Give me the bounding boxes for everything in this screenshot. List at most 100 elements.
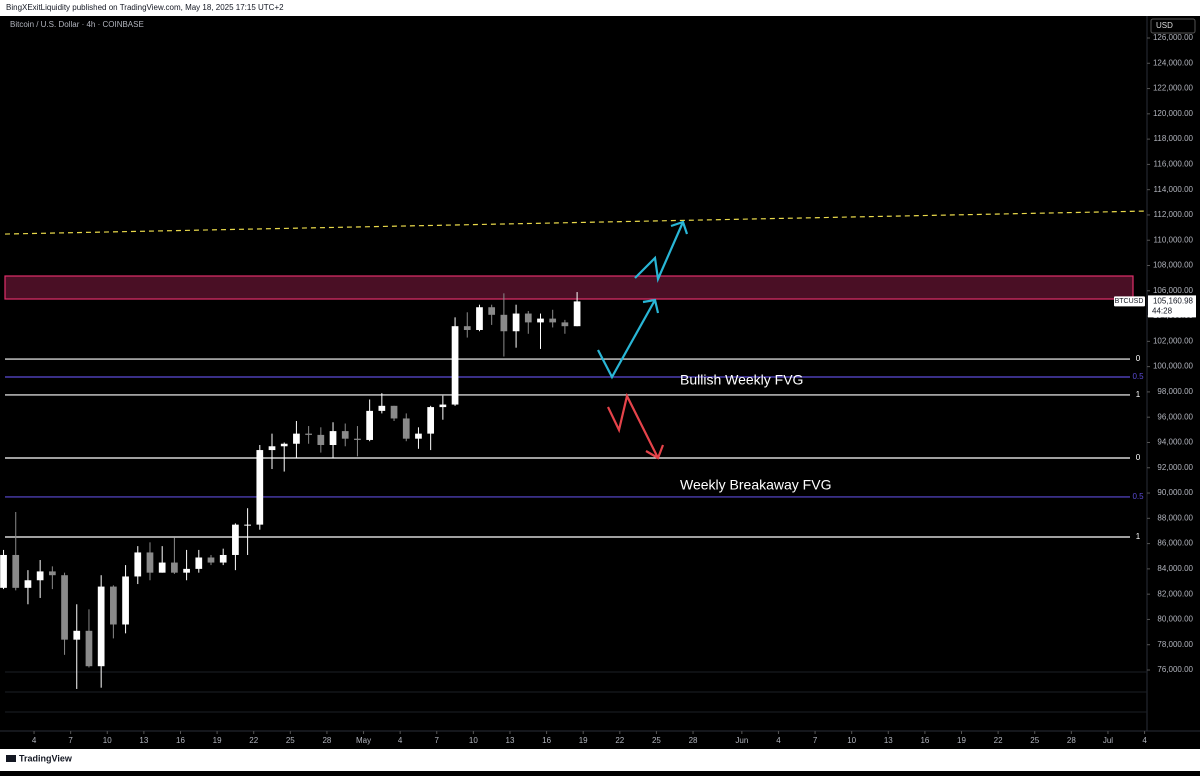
fib-label: 1	[1136, 532, 1141, 541]
y-tick-label: 82,000.00	[1157, 589, 1193, 598]
last-price: 105,160.98	[1153, 297, 1194, 306]
y-tick-label: 90,000.00	[1157, 488, 1193, 497]
symbol: BTCUSD	[1115, 298, 1144, 305]
countdown: 44:28	[1152, 307, 1173, 316]
x-tick-label: Jun	[735, 736, 748, 745]
x-tick-label: Jul	[1103, 736, 1113, 745]
trendline	[4, 210, 1148, 235]
symbol-tag	[1114, 296, 1145, 307]
x-tick-label: 22	[994, 736, 1003, 745]
candle-body	[97, 586, 105, 667]
x-tick-label: 7	[68, 736, 73, 745]
candle-body	[476, 307, 483, 330]
candle-body	[146, 552, 154, 573]
x-tick-label: 4	[398, 736, 403, 745]
y-tick-label: 94,000.00	[1157, 438, 1193, 447]
fib-label: 0	[1136, 354, 1141, 363]
y-tick-label: 114,000.00	[1154, 185, 1194, 194]
candle-body	[463, 326, 471, 330]
candle-body	[366, 410, 373, 440]
candle-body	[48, 571, 56, 576]
x-tick-label: 25	[1030, 736, 1039, 745]
plot-area	[0, 210, 1148, 689]
candle-body	[451, 326, 459, 405]
y-tick-label: 102,000.00	[1153, 336, 1194, 345]
x-tick-label: 22	[615, 736, 624, 745]
x-tick-label: 10	[847, 736, 856, 745]
candle-body	[500, 314, 508, 332]
x-tick-label: 4	[1142, 736, 1147, 745]
cyan-arrow	[597, 299, 656, 380]
logo[interactable]: TradingView	[19, 753, 73, 763]
candle-body	[244, 524, 251, 526]
candle-body	[183, 568, 190, 573]
x-tick-label: 7	[435, 736, 440, 745]
candle-body	[268, 446, 276, 451]
arrows	[597, 220, 689, 460]
candle-body	[415, 433, 422, 439]
candle-body	[341, 431, 349, 439]
y-tick-label: 84,000.00	[1157, 564, 1193, 573]
candle-body	[256, 450, 264, 525]
price-tag	[1148, 295, 1196, 318]
x-tick-label: 19	[213, 736, 222, 745]
x-tick-label: 19	[579, 736, 588, 745]
candle-body	[171, 562, 178, 573]
x-tick-label: 16	[542, 736, 551, 745]
candle-body	[354, 438, 361, 440]
supply-zone	[4, 275, 1134, 300]
y-tick-label: 124,000.00	[1153, 58, 1194, 67]
x-tick-label: 19	[957, 736, 966, 745]
candle-body	[0, 554, 7, 588]
y-tick-label: 98,000.00	[1157, 387, 1193, 396]
candle-body	[561, 322, 569, 327]
x-tick-label: 28	[322, 736, 331, 745]
cyan-arrow	[634, 221, 685, 283]
candle-body	[378, 405, 386, 411]
y-tick-label: 100,000.00	[1153, 362, 1194, 371]
red-arrow	[607, 392, 659, 459]
x-tick-label: 10	[469, 736, 478, 745]
candle-body	[207, 557, 215, 563]
publisher: BingXExitLiquidity published on TradingV…	[6, 3, 284, 12]
candle-body	[390, 405, 398, 419]
y-tick-label: 106,000.00	[1153, 286, 1194, 295]
y-tick-label: 112,000.00	[1154, 210, 1194, 219]
candle-body	[232, 524, 239, 555]
candle-body	[427, 407, 435, 434]
y-tick-label: 126,000.00	[1153, 33, 1194, 42]
candle-body	[402, 418, 410, 439]
candle-body	[537, 318, 544, 323]
candle-body	[24, 580, 32, 588]
candle-body	[488, 307, 496, 315]
candle-body	[317, 434, 325, 446]
x-tick-label: 13	[884, 736, 893, 745]
x-tick-label: 16	[920, 736, 929, 745]
currency-box[interactable]	[1150, 18, 1196, 34]
arrow-head	[670, 220, 689, 235]
logo-icon	[6, 755, 16, 762]
y-tick-label: 96,000.00	[1157, 412, 1193, 421]
candle-body	[110, 586, 117, 625]
x-tick-label: May	[356, 736, 371, 745]
x-tick-label: 10	[103, 736, 112, 745]
y-tick-label: 116,000.00	[1154, 160, 1194, 169]
candle-body	[158, 562, 166, 573]
arrow-head	[645, 444, 665, 460]
candle-body	[12, 554, 20, 588]
x-tick-label: 13	[139, 736, 148, 745]
candle-body	[73, 630, 81, 640]
candle-body	[329, 431, 337, 446]
x-tick-label: 25	[652, 736, 661, 745]
y-tick-label: 122,000.00	[1153, 84, 1194, 93]
fib-label: 1	[1136, 390, 1141, 399]
candle-body	[439, 404, 447, 408]
candle-body	[549, 318, 557, 323]
candle-body	[305, 433, 312, 435]
x-tick-label: 13	[506, 736, 515, 745]
y-tick-label: 80,000.00	[1157, 615, 1193, 624]
x-tick-label: 7	[813, 736, 818, 745]
